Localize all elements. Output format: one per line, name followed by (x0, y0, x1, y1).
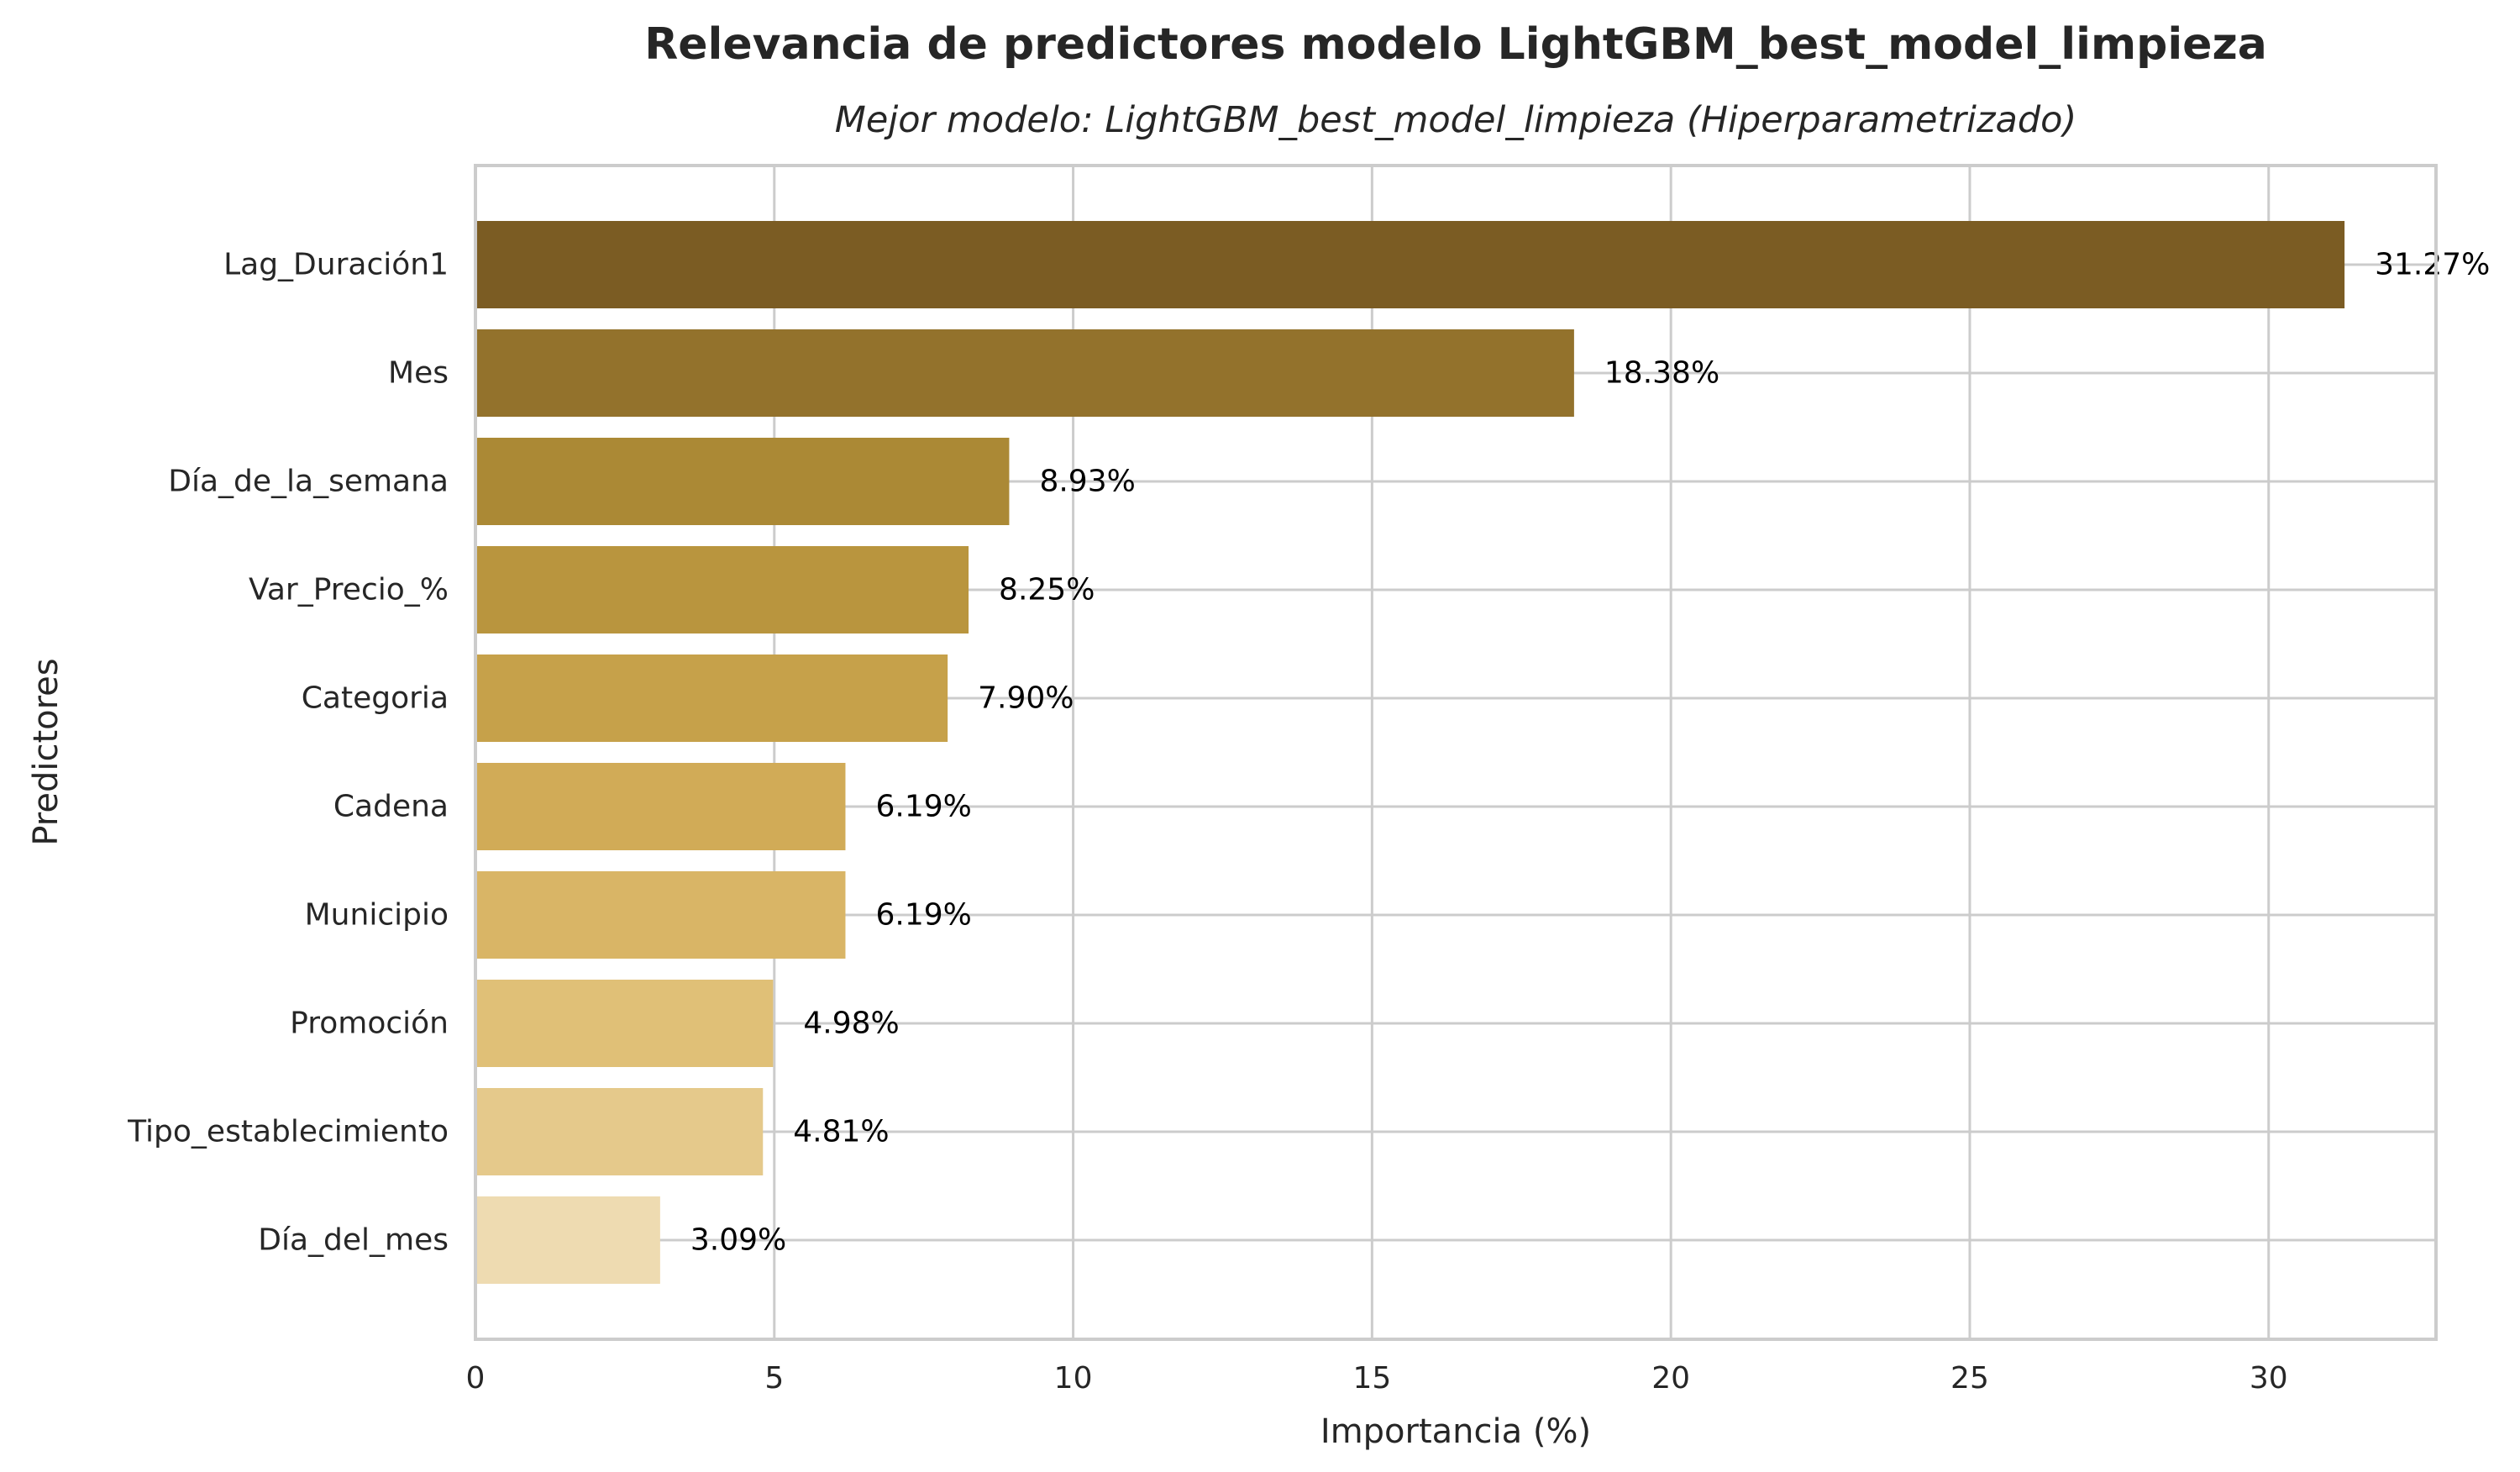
chart-subtitle: Mejor modelo: LightGBM_best_model_limpie… (835, 99, 2077, 141)
data-label: 8.25% (999, 573, 1095, 607)
bar (475, 763, 846, 850)
data-label: 4.81% (793, 1115, 889, 1149)
x-tick-label: 30 (2250, 1361, 2288, 1396)
data-label: 3.09% (690, 1223, 786, 1258)
bars (475, 221, 2345, 1284)
x-tick-label: 15 (1352, 1361, 1391, 1396)
y-tick-label: Lag_Duración1 (223, 248, 449, 282)
data-label: 31.27% (2375, 248, 2490, 282)
bar (475, 871, 846, 959)
data-label: 4.98% (803, 1007, 899, 1041)
bar (475, 221, 2345, 308)
data-label: 8.93% (1039, 465, 1135, 499)
data-label: 6.19% (875, 898, 971, 933)
x-tick-labels: 0 5 10 15 20 25 30 (466, 1361, 2288, 1396)
data-label: 6.19% (875, 790, 971, 824)
data-label: 18.38% (1604, 356, 1719, 391)
data-labels: 31.27% 18.38% 8.93% 8.25% 7.90% 6.19% 6.19% 4.9… (690, 248, 2491, 1258)
y-tick-label: Día_del_mes (258, 1223, 449, 1258)
y-tick-label: Mes (388, 356, 449, 391)
bar (475, 655, 948, 742)
bar (475, 438, 1010, 525)
y-tick-label: Municipio (305, 898, 449, 933)
y-tick-label: Cadena (333, 790, 449, 824)
y-tick-label: Día_de_la_semana (168, 465, 449, 499)
chart-title: Relevancia de predictores modelo LightGB… (644, 19, 2267, 70)
data-label: 7.90% (978, 681, 1074, 716)
x-tick-label: 10 (1054, 1361, 1093, 1396)
bar (475, 1088, 764, 1175)
x-axis-label: Importancia (%) (1320, 1412, 1591, 1451)
bar (475, 1196, 660, 1284)
y-tick-label: Categoria (302, 681, 449, 716)
bar (475, 329, 1574, 417)
y-tick-label: Var_Precio_% (249, 573, 449, 607)
bar (475, 546, 969, 633)
x-tick-label: 20 (1651, 1361, 1690, 1396)
y-tick-labels: Lag_Duración1 Mes Día_de_la_semana Var_Prec… (127, 248, 449, 1258)
bar (475, 980, 774, 1067)
y-tick-label: Tipo_establecimiento (127, 1115, 449, 1149)
plot-frame (474, 164, 2438, 1341)
y-axis-label: Predictores (27, 658, 66, 845)
x-tick-label: 5 (764, 1361, 784, 1396)
x-tick-label: 0 (466, 1361, 486, 1396)
x-tick-label: 25 (1950, 1361, 1989, 1396)
y-tick-label: Promoción (290, 1007, 449, 1041)
